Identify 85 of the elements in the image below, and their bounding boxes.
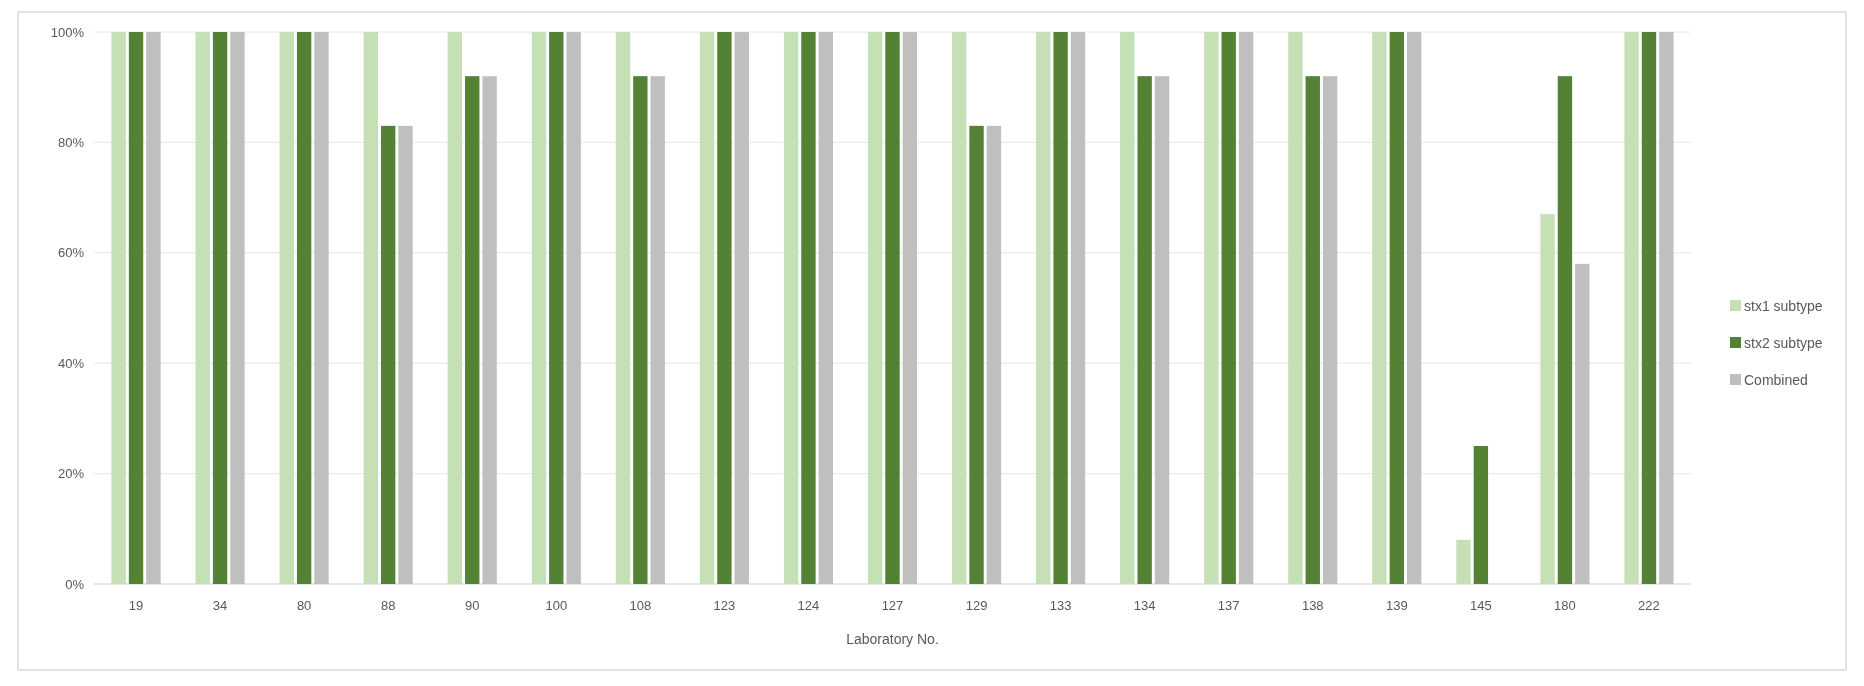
x-tick-label: 100 xyxy=(545,598,568,613)
bar xyxy=(699,32,715,584)
bar xyxy=(1557,76,1573,584)
bar xyxy=(1137,76,1152,584)
x-tick-label: 129 xyxy=(965,598,988,613)
x-tick-label: 124 xyxy=(797,598,820,613)
x-tick-label: 34 xyxy=(212,598,228,613)
bar xyxy=(1070,32,1086,584)
bar xyxy=(279,32,294,584)
x-tick-label: 222 xyxy=(1638,598,1660,613)
y-tick-label: 40% xyxy=(57,355,85,371)
bar xyxy=(801,32,816,584)
bar xyxy=(1154,76,1170,584)
y-tick-label: 80% xyxy=(57,134,85,150)
bar xyxy=(146,32,161,584)
x-tick-label: 180 xyxy=(1554,598,1576,613)
bar xyxy=(195,32,210,584)
bar xyxy=(1473,446,1489,584)
bar xyxy=(230,32,245,584)
bar xyxy=(1389,32,1404,584)
legend-label: Combined xyxy=(1744,371,1808,388)
bar xyxy=(633,76,648,584)
bar xyxy=(1204,32,1219,584)
bar xyxy=(783,32,799,584)
bar xyxy=(398,125,413,584)
x-tick-label: 90 xyxy=(465,598,480,613)
bar xyxy=(549,32,564,584)
bar xyxy=(885,32,900,584)
bar xyxy=(969,125,984,584)
bar xyxy=(1322,76,1338,584)
bar xyxy=(1456,539,1471,584)
x-tick-label: 139 xyxy=(1385,598,1408,613)
x-axis-title: Laboratory No. xyxy=(846,631,939,647)
bar xyxy=(1288,32,1303,584)
bar xyxy=(1221,32,1236,584)
bar xyxy=(1053,32,1068,584)
legend-label: stx1 subtype xyxy=(1744,297,1823,314)
bar xyxy=(867,32,883,584)
x-tick-label: 133 xyxy=(1049,598,1072,613)
bar xyxy=(1575,263,1590,584)
bar xyxy=(314,32,329,584)
y-tick-label: 100% xyxy=(50,24,85,40)
x-tick-label: 138 xyxy=(1301,598,1324,613)
bar xyxy=(381,125,396,584)
bar xyxy=(650,76,665,584)
y-tick-label: 60% xyxy=(57,245,85,261)
bar xyxy=(986,125,1002,584)
bar xyxy=(482,76,497,584)
bar xyxy=(111,32,126,584)
x-tick-label: 80 xyxy=(296,598,312,613)
bar xyxy=(531,32,547,584)
bar xyxy=(1238,32,1254,584)
y-tick-label: 20% xyxy=(57,466,85,482)
y-tick-label: 0% xyxy=(65,576,85,592)
bar xyxy=(615,32,631,584)
bar xyxy=(952,32,967,584)
bar xyxy=(818,32,833,584)
bar xyxy=(1120,32,1135,584)
x-tick-label: 134 xyxy=(1133,598,1156,613)
bar xyxy=(1540,214,1555,584)
bar xyxy=(1641,32,1657,584)
bar xyxy=(212,32,228,584)
legend-label: stx2 subtype xyxy=(1744,334,1823,351)
bar xyxy=(465,76,480,584)
bar xyxy=(734,32,749,584)
bar xyxy=(566,32,581,584)
x-tick-label: 123 xyxy=(713,598,736,613)
bar xyxy=(128,32,144,584)
bar xyxy=(902,32,918,584)
bar xyxy=(717,32,732,584)
bar xyxy=(1659,32,1674,584)
bar xyxy=(1407,32,1422,584)
x-tick-label: 137 xyxy=(1217,598,1240,613)
bar xyxy=(1036,32,1051,584)
x-tick-label: 127 xyxy=(881,598,904,613)
bar xyxy=(363,32,378,584)
x-tick-label: 88 xyxy=(380,598,396,613)
x-tick-label: 108 xyxy=(629,598,652,613)
bar xyxy=(1372,32,1387,584)
bar xyxy=(296,32,312,584)
x-tick-label: 145 xyxy=(1470,598,1492,613)
bar xyxy=(1624,32,1639,584)
x-tick-label: 19 xyxy=(128,598,144,613)
bar xyxy=(447,32,463,584)
bar xyxy=(1305,76,1320,584)
